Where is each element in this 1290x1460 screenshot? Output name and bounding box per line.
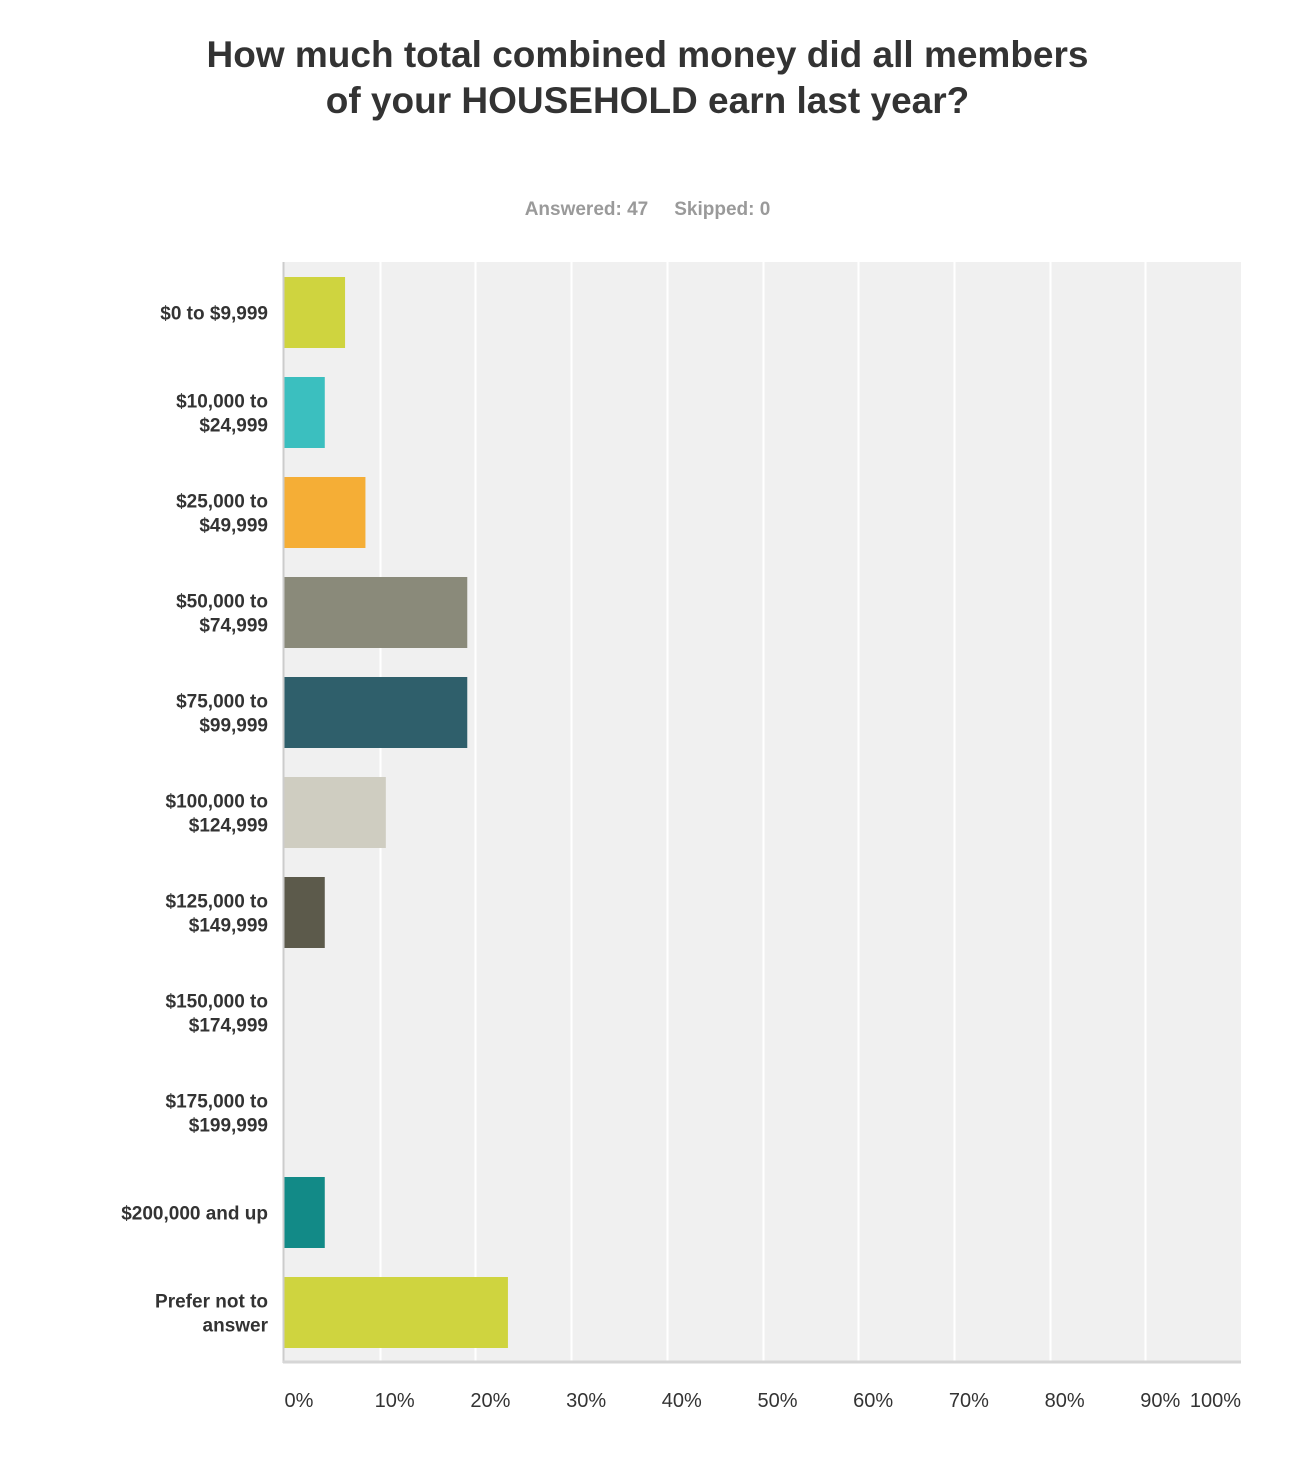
bar[interactable]: [284, 477, 366, 548]
category-labels: $0 to $9,999 $10,000 to $24,999 $25,000 to $…: [121, 304, 268, 1337]
bar[interactable]: [284, 777, 386, 848]
chart-title: How much total combined money did all me…: [206, 34, 1089, 121]
bar[interactable]: [284, 277, 346, 348]
category-label: $175,000 to $199,999: [166, 1092, 268, 1137]
x-tick-label: 0%: [285, 1390, 314, 1412]
bar[interactable]: [284, 1177, 325, 1248]
category-label: $25,000 to $49,999: [176, 492, 268, 537]
bar[interactable]: [284, 877, 325, 948]
category-label: $150,000 to $174,999: [166, 992, 268, 1037]
x-tick-label: 100%: [1190, 1390, 1241, 1412]
bar[interactable]: [284, 577, 468, 648]
category-label: $50,000 to $74,999: [176, 592, 268, 637]
category-label: $10,000 to $24,999: [176, 392, 268, 437]
category-label: $200,000 and up: [121, 1204, 268, 1225]
x-tick-label: 40%: [662, 1390, 702, 1412]
skipped-count: Skipped: 0: [674, 199, 771, 220]
x-tick-label: 80%: [1045, 1390, 1085, 1412]
category-label: $75,000 to $99,999: [176, 692, 268, 737]
x-tick-label: 60%: [853, 1390, 893, 1412]
x-tick-labels: 0% 10% 20% 30% 40% 50% 60% 70% 80% 90% 100%: [285, 1390, 1242, 1412]
category-label: Prefer not to answer: [155, 1292, 269, 1337]
bars: [284, 277, 508, 1348]
response-summary: Answered: 47 Skipped: 0: [195, 198, 1100, 222]
x-tick-label: 20%: [470, 1390, 510, 1412]
answered-count: Answered: 47: [524, 199, 649, 220]
category-label: $125,000 to $149,999: [166, 892, 268, 937]
x-tick-label: 10%: [375, 1390, 415, 1412]
category-label: $0 to $9,999: [160, 304, 268, 325]
x-tick-label: 90%: [1140, 1390, 1180, 1412]
bar[interactable]: [284, 1277, 508, 1348]
category-label: $100,000 to $124,999: [166, 792, 268, 837]
bar[interactable]: [284, 677, 468, 748]
x-tick-label: 70%: [949, 1390, 989, 1412]
x-tick-label: 30%: [566, 1390, 606, 1412]
x-tick-label: 50%: [757, 1390, 797, 1412]
bar[interactable]: [284, 377, 325, 448]
